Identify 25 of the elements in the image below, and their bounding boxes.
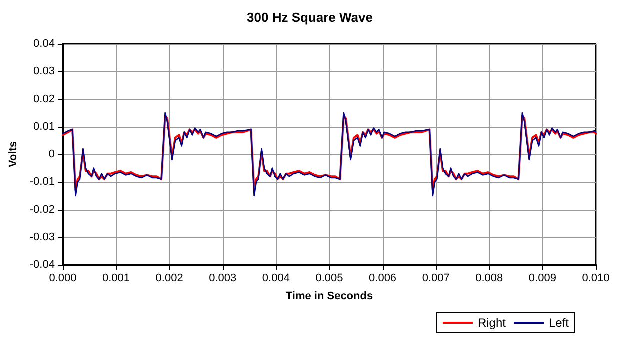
y-tick-label: 0.03 [34,66,55,78]
y-axis-title: Volts [8,141,20,168]
x-tick-label: 0.008 [476,272,504,284]
legend-label: Right [478,316,507,330]
y-tick-label: 0.02 [34,93,55,106]
x-tick-label: 0.000 [49,272,77,284]
y-tick-label: -0.03 [30,231,55,244]
x-tick-label: 0.010 [582,272,610,284]
y-tick-label: 0.01 [34,120,55,133]
x-axis-title: Time in Seconds [286,290,374,302]
x-tick-label: 0.006 [369,272,397,284]
y-tick-label: -0.02 [30,204,55,216]
x-tick-label: 0.003 [209,272,237,284]
y-tick-label: 0.04 [34,38,55,50]
chart-title: 300 Hz Square Wave [247,10,373,25]
y-tick-label: 0 [48,148,55,160]
x-tick-label: 0.005 [316,272,344,284]
x-tick-label: 0.002 [156,272,184,284]
x-tick-label: 0.001 [102,272,130,284]
y-tick-label: -0.04 [30,259,55,271]
x-tick-label: 0.009 [528,272,556,284]
y-tick-label: -0.01 [30,176,55,188]
x-tick-label: 0.004 [262,272,290,284]
legend-label: Left [548,316,570,330]
x-tick-label: 0.007 [422,272,450,284]
